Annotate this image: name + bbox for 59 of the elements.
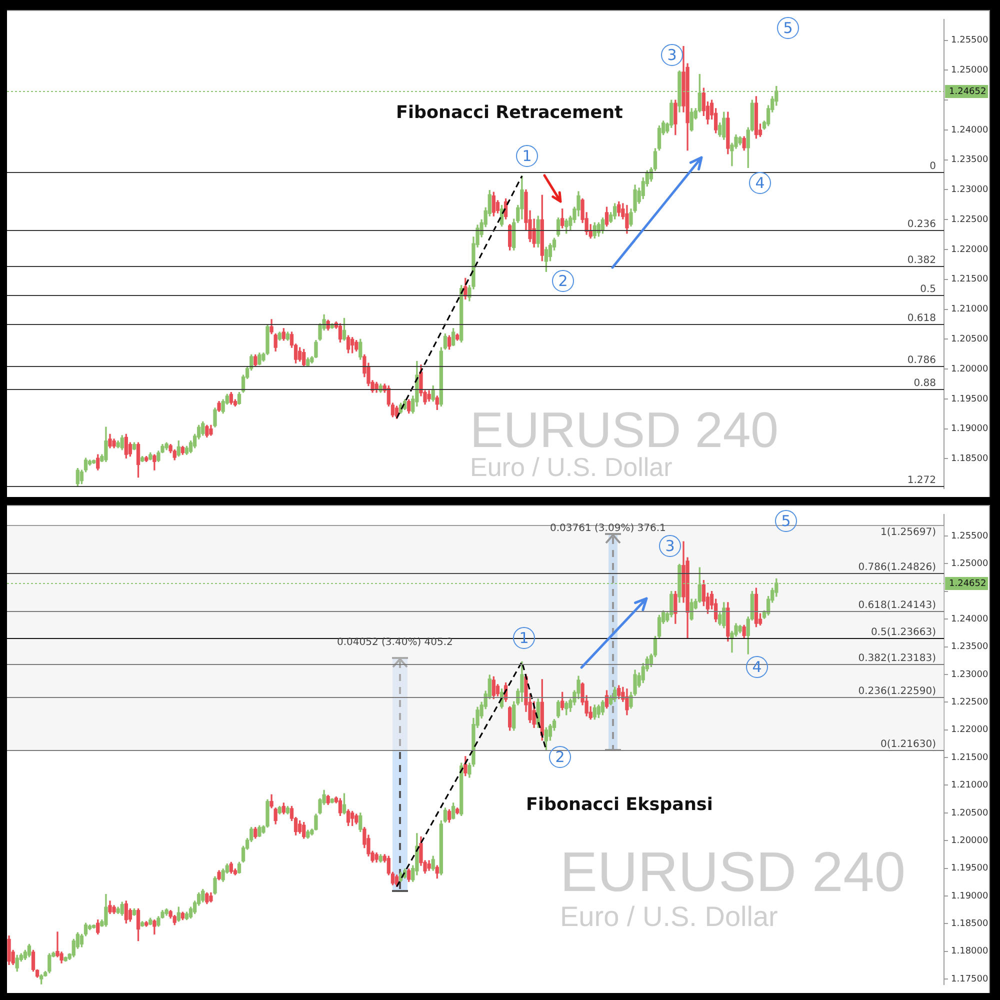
y-tick-label: 1.18500 — [951, 454, 988, 464]
y-tick-label: 1.18000 — [951, 946, 988, 957]
y-tick-label: 1.19000 — [951, 891, 988, 902]
y-tick-label: 1.22500 — [951, 697, 988, 708]
ref-line-label: 0.5(1.23663) — [870, 627, 936, 638]
text: Fibonacci Ekspansi — [526, 795, 713, 815]
ref-line-label: 1.24652 — [949, 86, 986, 97]
ref-line-label: 0.786(1.24826) — [858, 562, 936, 574]
ref-line-label: 0.786 — [907, 355, 936, 366]
ref-line-label: 0.236(1.22590) — [858, 686, 936, 698]
y-tick-label: 1.24000 — [951, 614, 988, 624]
y-tick-label: 1.20500 — [951, 808, 988, 818]
annotation: 0.03761 (3.09%) 376.1 — [550, 523, 666, 534]
ref-line-label: 1(1.25697) — [880, 527, 936, 538]
annotation: 1 — [516, 145, 538, 167]
annotation: 2 — [549, 746, 571, 768]
ref-line-label: 0.618 — [907, 313, 936, 324]
annotation: 4 — [749, 172, 771, 194]
y-tick-label: 1.24000 — [951, 125, 988, 136]
ref-line-label: 1.24652 — [949, 578, 986, 589]
y-tick-label: 1.20000 — [951, 836, 988, 846]
y-tick-label: 1.25000 — [951, 66, 988, 76]
y-tick-label: 1.25500 — [951, 36, 988, 46]
ref-line-label: 0.88 — [914, 378, 936, 390]
y-tick-label: 1.25000 — [951, 559, 988, 570]
y-tick-label: 1.19500 — [951, 864, 988, 874]
y-tick-label: 1.23500 — [951, 642, 988, 652]
y-tick-label: 1.23000 — [951, 670, 988, 680]
y-tick-label: 1.22000 — [951, 725, 988, 736]
annotation: 3 — [661, 44, 683, 66]
y-tick-label: 1.21000 — [951, 780, 988, 791]
ref-line-label: 0 — [930, 161, 936, 172]
y-tick-label: 1.22500 — [951, 214, 988, 225]
ref-line-label: 0.5 — [920, 284, 936, 296]
annotation: 3 — [659, 535, 681, 557]
text: Fibonacci Retracement — [396, 103, 623, 123]
y-tick-label: 1.19000 — [951, 424, 988, 434]
ref-line-label: 0.236 — [907, 219, 936, 230]
annotation: 5 — [777, 17, 799, 39]
y-tick-label: 1.20500 — [951, 334, 988, 345]
y-tick-label: 1.21500 — [951, 274, 988, 285]
y-tick-label: 1.19500 — [951, 394, 988, 404]
ref-line-label: 0(1.21630) — [880, 739, 936, 750]
y-tick-label: 1.22000 — [951, 244, 988, 255]
ref-line-label: 1.272 — [907, 475, 936, 486]
y-tick-label: 1.21500 — [951, 752, 988, 763]
y-tick-label: 1.23000 — [951, 185, 988, 196]
y-tick-label: 1.23500 — [951, 155, 988, 166]
ref-line-label: 0.382 — [907, 255, 936, 266]
y-tick-label: 1.25500 — [951, 531, 988, 542]
annotation: 5 — [775, 510, 797, 532]
ref-line-label: 0.618(1.24143) — [858, 600, 936, 612]
y-tick-label: 1.18500 — [951, 919, 988, 930]
annotation: 2 — [552, 270, 574, 292]
y-tick-label: 1.20000 — [951, 364, 988, 374]
y-tick-label: 1.21000 — [951, 304, 988, 315]
y-tick-label: 1.17500 — [951, 974, 988, 984]
annotation: 0.04052 (3.40%) 405.2 — [337, 637, 453, 648]
ref-line-label: 0.382(1.23183) — [858, 653, 936, 664]
